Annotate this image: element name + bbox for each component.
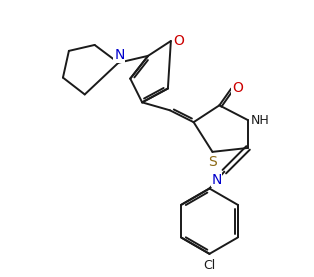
- Text: N: N: [114, 48, 125, 62]
- Text: O: O: [232, 81, 243, 94]
- Text: Cl: Cl: [203, 259, 216, 272]
- Text: N: N: [211, 173, 222, 187]
- Text: O: O: [173, 34, 184, 48]
- Text: NH: NH: [251, 114, 269, 127]
- Text: S: S: [208, 155, 217, 169]
